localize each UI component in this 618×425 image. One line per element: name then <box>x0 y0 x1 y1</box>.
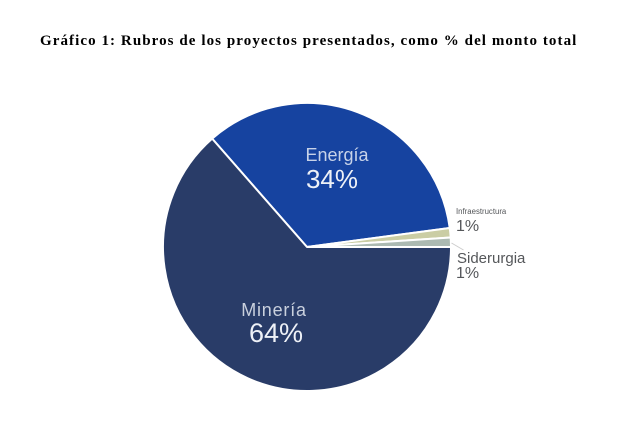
svg-text:Energía: Energía <box>305 145 369 165</box>
svg-text:Siderurgia: Siderurgia <box>457 250 526 267</box>
svg-text:64%: 64% <box>249 318 303 348</box>
svg-text:1%: 1% <box>456 218 479 235</box>
svg-text:1%: 1% <box>456 265 479 282</box>
svg-text:Infraestructura: Infraestructura <box>456 207 507 216</box>
svg-text:34%: 34% <box>306 164 358 194</box>
svg-text:Minería: Minería <box>241 300 307 320</box>
